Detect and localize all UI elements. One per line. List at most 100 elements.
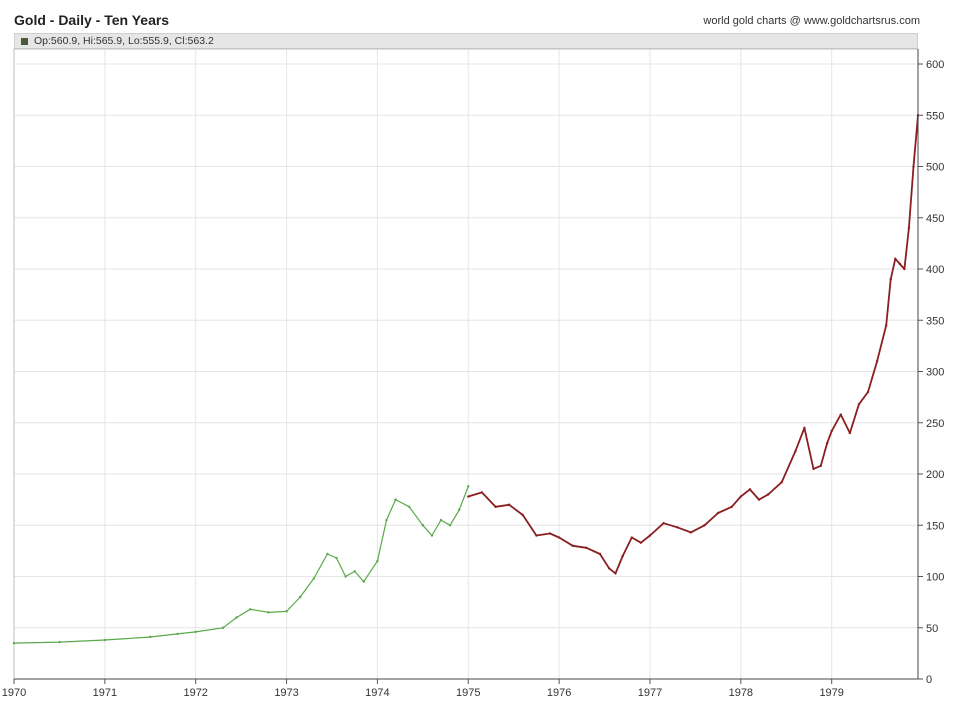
red-data-point <box>766 493 770 496</box>
green-data-point <box>344 575 347 578</box>
x-tick-label: 1971 <box>93 687 117 699</box>
red-data-point <box>857 403 861 406</box>
x-tick-label: 1970 <box>2 687 26 699</box>
green-data-point <box>353 570 356 573</box>
y-tick-label: 150 <box>926 520 944 532</box>
red-data-point <box>748 488 752 491</box>
red-data-point <box>803 426 806 430</box>
x-tick-label: 1977 <box>638 687 662 699</box>
y-tick-label: 500 <box>926 162 944 174</box>
green-series-line <box>13 486 469 644</box>
red-data-point <box>467 495 470 498</box>
red-data-point <box>819 464 822 467</box>
grid-lines <box>14 49 918 679</box>
y-tick-label: 450 <box>926 213 944 225</box>
red-data-point <box>676 526 679 529</box>
ohlc-readout: Op:560.9, Hi:565.9, Lo:555.9, Cl:563.2 <box>34 35 214 47</box>
green-data-point <box>58 640 61 644</box>
red-data-point <box>780 481 783 484</box>
red-data-point <box>730 505 733 508</box>
x-tick-label: 1976 <box>547 687 571 699</box>
x-tick-label: 1973 <box>274 687 298 699</box>
red-data-point <box>830 429 833 433</box>
red-data-point <box>598 552 602 556</box>
green-data-point <box>267 611 270 614</box>
x-tick-label: 1979 <box>819 687 843 699</box>
y-tick-label: 300 <box>926 367 944 379</box>
red-data-point <box>889 278 892 281</box>
red-data-point <box>812 467 815 471</box>
red-data-point <box>875 360 879 363</box>
red-data-point <box>885 324 888 327</box>
plot-frame <box>13 48 919 680</box>
green-data-point <box>394 498 397 501</box>
green-data-point <box>439 518 443 522</box>
red-data-point <box>521 513 524 517</box>
red-data-point <box>480 491 484 494</box>
y-tick-label: 350 <box>926 315 944 327</box>
red-data-point <box>557 536 561 539</box>
red-data-point <box>585 546 588 549</box>
red-data-point <box>903 267 906 271</box>
red-data-point <box>662 522 665 525</box>
x-tick-label: 1978 <box>729 687 753 699</box>
red-data-point <box>571 544 574 547</box>
green-data-point <box>430 534 434 537</box>
red-data-point <box>848 431 852 435</box>
red-data-point <box>898 262 902 266</box>
x-tick-label: 1974 <box>365 687 389 699</box>
red-data-point <box>757 498 761 501</box>
red-series-line <box>468 115 919 575</box>
green-data-point <box>448 524 452 527</box>
green-data-point <box>362 580 365 583</box>
y-tick-label: 200 <box>926 469 944 481</box>
x-axis: 1970 1971 1972 1973 1974 1975 1976 1977 1978 1979 <box>2 678 918 699</box>
red-data-point <box>839 413 842 416</box>
red-data-point <box>535 534 538 537</box>
chart-source-label: world gold charts @ www.goldchartsrus.co… <box>703 15 920 27</box>
green-data-point <box>467 485 470 488</box>
green-data-point <box>335 556 338 560</box>
green-data-point <box>249 608 252 611</box>
chart-title: Gold - Daily - Ten Years <box>14 12 170 28</box>
red-data-point <box>548 532 552 535</box>
y-axis: 0 50 100 150 200 250 300 350 400 450 500 550 600 <box>917 49 944 686</box>
green-data-point <box>285 610 288 613</box>
red-data-point <box>912 165 915 168</box>
red-data-point <box>639 541 643 544</box>
green-data-point <box>298 595 302 599</box>
y-tick-label: 600 <box>926 59 944 71</box>
green-data-point <box>385 518 388 522</box>
red-data-point <box>689 531 693 534</box>
green-data-point <box>149 635 152 639</box>
green-data-point <box>408 505 411 508</box>
red-data-point <box>703 524 706 527</box>
red-data-point <box>794 450 797 453</box>
red-data-point <box>894 257 897 260</box>
green-data-point <box>421 524 425 527</box>
red-data-point <box>739 495 743 498</box>
green-data-point <box>457 508 461 512</box>
y-tick-label: 400 <box>926 264 944 276</box>
red-data-point <box>494 505 497 508</box>
red-data-point <box>614 572 617 575</box>
y-tick-label: 250 <box>926 418 944 430</box>
red-data-point <box>507 503 511 506</box>
series-swatch-icon <box>21 38 28 45</box>
red-data-point <box>607 567 611 570</box>
green-data-point <box>12 641 16 645</box>
y-tick-label: 50 <box>926 623 938 635</box>
x-tick-label: 1975 <box>456 687 480 699</box>
x-tick-label: 1972 <box>183 687 207 699</box>
green-data-point <box>176 632 179 636</box>
red-data-point <box>716 511 720 515</box>
red-data-point <box>866 390 870 394</box>
red-data-point <box>630 536 634 539</box>
green-data-point <box>312 577 316 580</box>
green-data-point <box>376 559 379 563</box>
green-data-point <box>221 626 225 629</box>
y-tick-label: 100 <box>926 572 944 584</box>
red-data-point <box>621 554 624 558</box>
green-data-point <box>194 630 197 634</box>
